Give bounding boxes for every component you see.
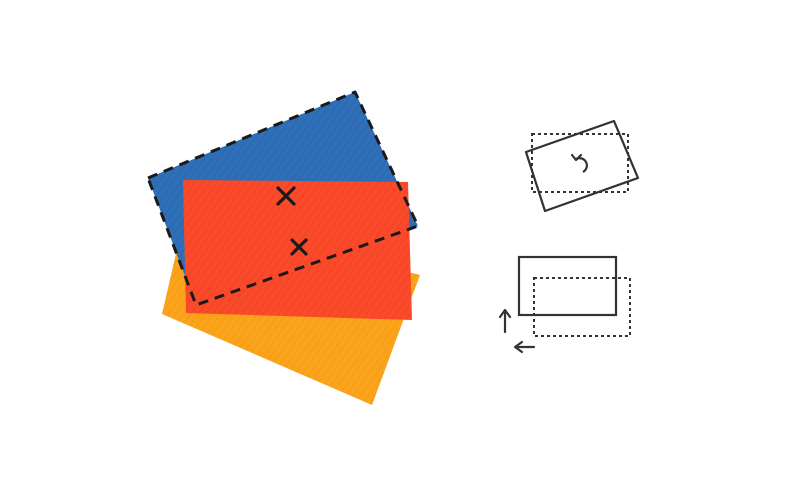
translate-original-outline <box>533 277 631 337</box>
arrow-left-icon <box>513 340 536 354</box>
center-marker-x-lower <box>290 238 308 256</box>
arrow-up-icon <box>498 308 512 334</box>
center-marker-x-upper <box>276 186 296 206</box>
translate-moved-outline <box>517 255 618 317</box>
rotate-original-outline <box>531 133 629 193</box>
rotate-transform-icon <box>524 119 640 213</box>
blue-rectangle-dashed-outline <box>146 90 420 307</box>
rotate-rotated-outline <box>524 119 640 213</box>
rotate-arrowhead-icon <box>570 153 583 162</box>
rotate-arrow-icon <box>575 157 588 173</box>
center-markers <box>276 186 308 256</box>
translate-transform-icon <box>498 255 631 354</box>
